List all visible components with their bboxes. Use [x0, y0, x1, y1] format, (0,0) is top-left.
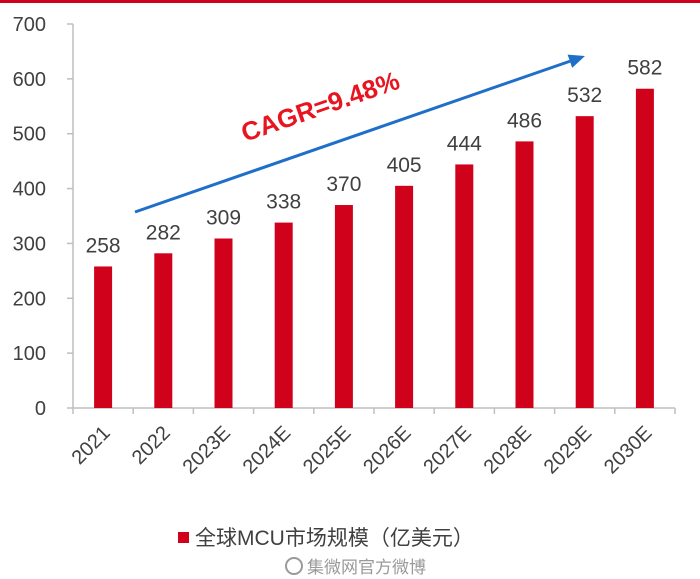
bar — [635, 88, 654, 408]
data-label: 370 — [326, 173, 361, 196]
y-tick-label: 600 — [13, 69, 46, 91]
x-tick-label: 2022 — [128, 422, 175, 469]
data-label: 282 — [146, 221, 181, 244]
x-tick-label: 2021 — [68, 422, 115, 469]
x-tick-label: 2030E — [600, 422, 656, 478]
data-label: 309 — [206, 206, 241, 229]
y-tick-label: 100 — [13, 343, 46, 365]
data-label: 444 — [447, 132, 482, 155]
legend: 全球MCU市场规模（亿美元） — [178, 522, 474, 552]
data-label: 486 — [507, 109, 542, 132]
bar — [334, 205, 353, 408]
x-tick-label: 2028E — [480, 422, 536, 478]
top-border — [0, 0, 700, 3]
data-labels: 258 282 309 338 370 405 444 486 532 582 — [86, 57, 663, 258]
y-tick-label: 0 — [35, 398, 46, 420]
cagr-label: CAGR=9.48% — [237, 65, 403, 147]
bar — [214, 238, 233, 408]
cagr-arrow-head — [567, 54, 585, 68]
x-axis: 2021 2022 2023E 2024E 2025E 2026E 2027E 2028E 20… — [68, 407, 676, 478]
x-tick-label: 2029E — [540, 422, 596, 478]
bars — [94, 88, 654, 408]
x-tick-label: 2025E — [299, 422, 355, 478]
weibo-icon — [285, 556, 303, 575]
watermark-text: 集微网官方微博 — [307, 558, 426, 577]
y-axis: 0 100 200 300 400 500 600 700 — [13, 14, 74, 420]
cagr-arrow-line — [134, 59, 571, 214]
bar — [455, 164, 474, 408]
legend-swatch — [178, 531, 189, 543]
data-label: 405 — [387, 154, 422, 177]
y-tick-label: 700 — [13, 14, 46, 36]
data-label: 258 — [86, 234, 121, 257]
y-tick-label: 200 — [13, 288, 46, 310]
bar — [515, 141, 534, 408]
bar — [274, 222, 293, 408]
bar — [575, 116, 594, 408]
data-label: 338 — [266, 191, 301, 214]
x-tick-label: 2026E — [359, 422, 415, 478]
legend-label: 全球MCU市场规模（亿美元） — [195, 527, 474, 550]
data-label: 582 — [627, 57, 662, 80]
data-label: 532 — [567, 84, 602, 107]
bar — [154, 253, 173, 408]
y-tick-label: 400 — [13, 179, 46, 201]
bar — [395, 185, 414, 408]
bar — [94, 266, 113, 408]
x-tick-label: 2024E — [239, 422, 295, 478]
x-tick-label: 2023E — [179, 422, 235, 478]
x-tick-label: 2027E — [419, 422, 475, 478]
y-tick-label: 300 — [13, 233, 46, 255]
y-tick-label: 500 — [13, 124, 46, 146]
watermark: 集微网官方微博 — [285, 553, 426, 578]
